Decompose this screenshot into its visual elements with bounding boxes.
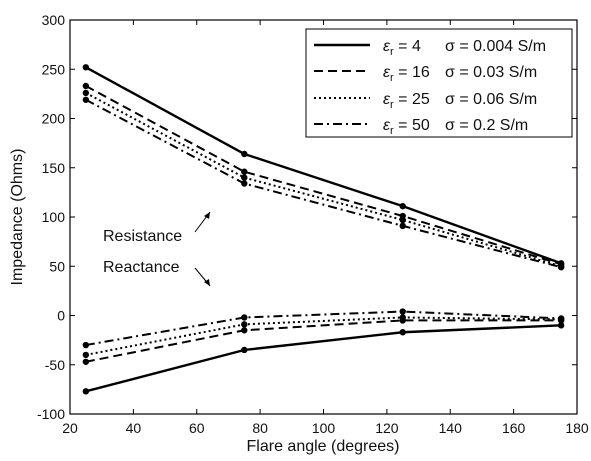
data-point	[241, 321, 248, 328]
x-tick-label: 120	[375, 420, 399, 436]
series-line-resistance-solid	[85, 66, 562, 265]
y-tick-label: 50	[49, 258, 65, 274]
legend-label: εr = 25	[383, 91, 430, 111]
data-point	[82, 89, 90, 97]
data-point	[82, 64, 90, 71]
axis-ticks: 20 40 60 80 100 120 140 160 180 -100 -50 0 50 100 150 2…	[37, 12, 589, 436]
x-tick-label: 60	[189, 420, 205, 436]
legend-box	[305, 28, 573, 138]
y-tick-label: 150	[42, 160, 66, 176]
data-point	[82, 96, 90, 103]
y-tick-label: 300	[42, 12, 66, 28]
data-point	[399, 329, 406, 336]
x-axis-label: Flare angle (degrees)	[247, 438, 400, 455]
data-point	[399, 222, 406, 230]
data-point	[399, 314, 406, 321]
data-point	[241, 174, 248, 181]
legend: εr = 4 σ = 0.004 S/m εr = 16 σ = 0.03 S/m εr…	[305, 28, 573, 138]
y-tick-label: 250	[42, 61, 66, 77]
data-point	[241, 168, 248, 175]
data-point	[82, 351, 90, 359]
data-point	[241, 314, 248, 321]
reactance-arrowhead	[204, 279, 210, 286]
x-tick-label: 180	[565, 420, 589, 436]
x-tick-label: 140	[439, 420, 463, 436]
series-line-reactance-dotted	[85, 316, 562, 356]
legend-sigma-label: σ = 0.06 S/m	[445, 91, 537, 108]
x-tick-label: 100	[312, 420, 336, 436]
series-line-resistance-dashed	[85, 85, 562, 266]
y-tick-label: -100	[37, 406, 65, 422]
series-line-resistance-dotted	[85, 92, 562, 268]
series-line-resistance-dashdot	[85, 98, 562, 269]
legend-label: εr = 16	[383, 64, 430, 84]
data-point	[241, 327, 248, 334]
data-point	[82, 82, 90, 90]
legend-label: εr = 4	[383, 38, 421, 58]
x-tick-label: 80	[252, 420, 268, 436]
data-point	[557, 322, 565, 329]
y-tick-label: 0	[57, 308, 65, 324]
data-point	[557, 264, 565, 271]
y-tick-label: -50	[45, 357, 65, 373]
y-tick-label: 100	[42, 209, 66, 225]
x-tick-label: 40	[126, 420, 142, 436]
series-line-reactance-dashdot	[85, 310, 562, 347]
series-line-reactance-dashed	[85, 319, 562, 363]
data-point	[399, 202, 406, 210]
annotation-resistance: Resistance	[103, 228, 182, 245]
annotation-reactance: Reactance	[103, 259, 180, 276]
x-tick-label: 160	[502, 420, 526, 436]
resistance-arrowhead	[204, 212, 210, 219]
y-axis-label: Impedance (Ohms)	[9, 149, 26, 286]
data-point	[241, 150, 248, 158]
series-lines	[82, 64, 565, 395]
data-point	[82, 388, 90, 395]
data-point	[557, 315, 565, 322]
data-point	[241, 346, 248, 354]
legend-sigma-label: σ = 0.004 S/m	[445, 38, 546, 55]
legend-sigma-label: σ = 0.03 S/m	[445, 64, 537, 81]
legend-label: εr = 50	[383, 117, 430, 137]
data-point	[399, 216, 406, 224]
legend-sigma-label: σ = 0.2 S/m	[445, 117, 528, 134]
x-tick-label: 20	[62, 420, 78, 436]
y-tick-label: 200	[42, 111, 66, 127]
data-point	[82, 341, 90, 349]
data-point	[399, 308, 406, 315]
series-line-reactance-solid	[85, 324, 562, 393]
data-point	[241, 180, 248, 187]
data-point	[82, 358, 90, 365]
